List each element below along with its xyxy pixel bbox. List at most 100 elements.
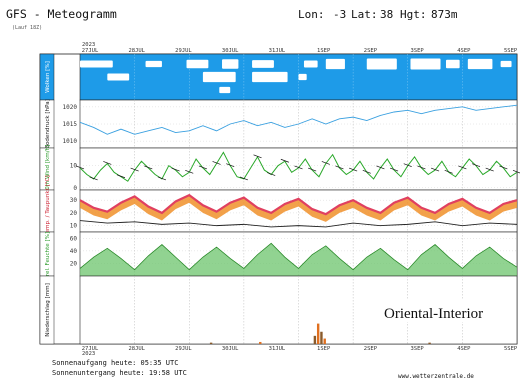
panel-temperature-ylabel: 2m Temp. / Taupunkt [°C] xyxy=(45,175,51,246)
cloud-bar-hoch xyxy=(303,60,318,68)
cloud-bar-hoch xyxy=(222,59,239,69)
wind-barb xyxy=(321,161,330,165)
panel-wind: 10m Wind [km/h] 0 10 xyxy=(39,145,520,194)
bottom-tick-label: 2SEP xyxy=(364,346,378,352)
cloud-bar-mittel xyxy=(107,73,130,81)
bottom-tick-label: 31JUL xyxy=(269,346,286,352)
panels: Wolken [%] - Hoch - Mittel - Tief Bodendruck… xyxy=(39,53,520,345)
wind-barb xyxy=(430,167,440,172)
bottom-tick-label: 5SEP xyxy=(504,346,518,352)
temp-band xyxy=(80,195,517,222)
cloud-bar-hoch xyxy=(252,60,274,68)
top-tick-label: 4SEP xyxy=(457,48,471,54)
wind-barb xyxy=(485,167,494,172)
cloud-bar-hoch xyxy=(80,60,113,68)
wind-barb xyxy=(212,161,221,165)
panel-humidity-ytick: 40 xyxy=(70,248,78,255)
panel-pressure: Bodendruck [hPa] 1010 1015 1020 xyxy=(39,99,518,149)
series-line-dewpoint xyxy=(79,220,518,228)
wind-barb xyxy=(335,165,344,170)
lat-value: 38 xyxy=(380,8,393,21)
wind-barb xyxy=(308,167,317,172)
panel-wind-ylabel: 10m Wind [km/h] xyxy=(45,145,51,194)
top-time-axis: 2023 27JUL 28JUL 29JUL 30JUL 31JUL 1SEP 2SEP 3S… xyxy=(82,42,518,54)
top-tick-label: 3SEP xyxy=(411,48,425,54)
site-link[interactable]: www.wetterzentrale.de xyxy=(398,373,474,380)
cloud-bar-mittel xyxy=(252,71,288,83)
bottom-tick-label: 1SEP xyxy=(317,346,331,352)
bottom-tick-label: 28JUL xyxy=(128,346,145,352)
panel-humidity-ylabel: rel. Feuchte [%] xyxy=(45,232,51,276)
panel-precipitation-side xyxy=(39,275,55,345)
wind-barb xyxy=(362,169,371,174)
panel-temperature-ytick: 10 xyxy=(70,223,78,230)
humidity-area xyxy=(80,243,517,276)
wind-barb xyxy=(75,165,85,170)
wind-barb xyxy=(280,158,289,163)
top-tick-label: 29JUL xyxy=(175,48,192,54)
bottom-tick-label: 3SEP xyxy=(411,346,425,352)
wind-barb xyxy=(130,167,139,172)
wind-barb xyxy=(157,176,167,181)
lat-label: Lat: xyxy=(351,8,378,21)
cloud-bar-mittel xyxy=(298,73,307,81)
cloud-bar-hoch xyxy=(445,59,460,69)
precip-bar xyxy=(323,338,326,344)
wind-barb xyxy=(89,176,98,181)
panel-precipitation-ylabel: Niederschlag [mm] xyxy=(45,283,51,337)
cloud-bar-hoch xyxy=(186,59,209,69)
series-line-humidity xyxy=(79,242,518,271)
cloud-bar-hoch xyxy=(145,60,162,68)
cloud-bar-hoch xyxy=(366,58,397,70)
panel-humidity-ytick: 20 xyxy=(70,260,78,267)
wind-barb xyxy=(499,165,508,170)
panel-temperature: 2m Temp. / Taupunkt [°C] 10 20 30 xyxy=(39,175,518,247)
wind-barb xyxy=(294,165,303,170)
series-line-wind xyxy=(79,151,518,182)
precip-bar xyxy=(259,341,262,344)
cloud-bar-hoch xyxy=(467,58,493,70)
top-year-label: 2023 xyxy=(82,42,95,48)
hgt-value: 873m xyxy=(431,8,458,21)
wind-barb xyxy=(389,167,399,172)
top-tick-label: 27JUL xyxy=(82,48,99,54)
wind-barb xyxy=(417,165,426,170)
top-tick-label: 1SEP xyxy=(317,48,331,54)
cloud-bar-hoch xyxy=(410,58,441,70)
chart-title: GFS - Meteogramm xyxy=(6,7,117,21)
wind-barb xyxy=(349,167,358,172)
wind-barb xyxy=(403,163,412,168)
panel-pressure-ytick: 1015 xyxy=(63,121,78,128)
panel-humidity-ytick: 60 xyxy=(70,235,78,242)
top-tick-label: 2SEP xyxy=(364,48,378,54)
wind-barb xyxy=(103,161,112,165)
wind-barb xyxy=(144,165,153,170)
series-line-pressure xyxy=(79,104,518,135)
panel-pressure-ylabel: Bodendruck [hPa] xyxy=(45,99,51,149)
sunset-text: Sonnenuntergang heute: 19:58 UTC xyxy=(52,369,187,377)
panel-temperature-ytick: 20 xyxy=(70,210,78,217)
cloud-level-label: - Mittel xyxy=(58,75,78,81)
top-tick-label: 31JUL xyxy=(269,48,286,54)
wind-barb xyxy=(226,163,235,168)
wind-barb xyxy=(471,163,481,168)
bottom-year-label: 2023 xyxy=(82,351,95,357)
wind-barb xyxy=(458,165,467,170)
cloud-bar-mittel xyxy=(202,71,236,83)
hgt-label: Hgt: xyxy=(400,8,427,21)
precip-bar xyxy=(316,323,320,344)
panel-wind-ytick: 0 xyxy=(73,185,77,192)
wind-barb xyxy=(198,165,208,170)
cloud-level-label: - Hoch xyxy=(59,62,77,68)
top-tick-label: 30JUL xyxy=(222,48,239,54)
panel-pressure-ytick: 1010 xyxy=(63,138,78,145)
location-overlay-label: Oriental-Interior xyxy=(384,306,483,322)
panel-clouds-ylabel: Wolken [%] xyxy=(45,61,51,93)
top-tick-label: 5SEP xyxy=(504,48,518,54)
lon-value: -3 xyxy=(333,8,346,21)
chart-subtitle: (Lauf 18Z) xyxy=(12,25,42,31)
overlay-background xyxy=(378,300,516,322)
bottom-tick-label: 29JUL xyxy=(175,346,192,352)
precip-bar xyxy=(320,331,323,344)
